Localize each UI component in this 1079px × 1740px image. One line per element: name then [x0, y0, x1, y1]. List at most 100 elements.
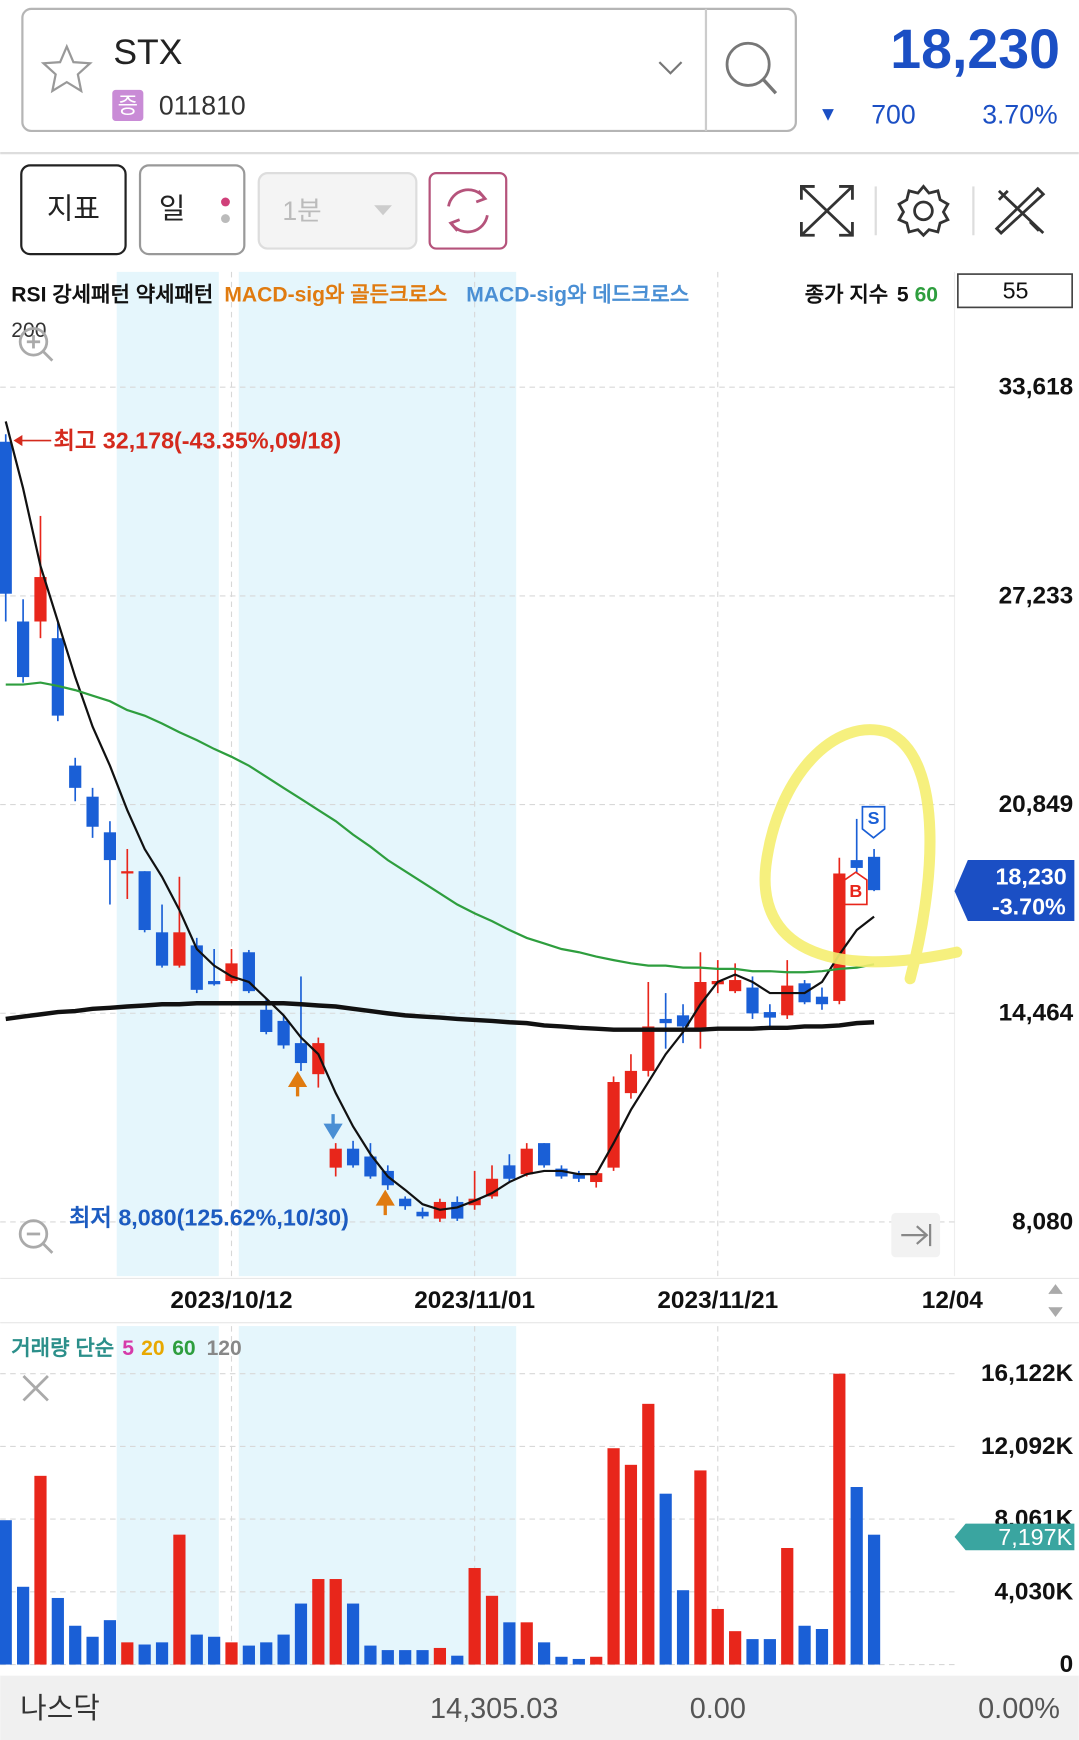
volume-bar — [416, 1650, 429, 1665]
volume-title: 거래량 단순 — [11, 1336, 114, 1360]
interval-caret — [374, 205, 392, 216]
current-price: 18,230 — [995, 864, 1066, 890]
volume-bar — [173, 1534, 186, 1665]
volume-bar — [451, 1655, 464, 1665]
volume-bar — [138, 1644, 151, 1665]
tools-icon[interactable] — [994, 186, 1046, 235]
volume-bar — [121, 1642, 134, 1665]
candle-body — [103, 832, 117, 861]
candle-body — [642, 1026, 655, 1071]
legend-item: 60 — [172, 1337, 195, 1360]
expand-icon[interactable] — [800, 185, 854, 237]
zoom-out[interactable] — [18, 1219, 54, 1254]
symbol: STX — [113, 32, 182, 72]
candle-body — [850, 860, 863, 868]
volume-bar — [155, 1642, 169, 1665]
x-end-label: 12/04 — [922, 1287, 984, 1314]
volume-bar — [833, 1373, 846, 1665]
volume-bar — [69, 1625, 82, 1665]
scroll-toggle[interactable] — [1048, 1284, 1063, 1318]
volume-bar — [867, 1534, 881, 1665]
candle-body — [520, 1148, 533, 1175]
candle-body — [312, 1043, 325, 1075]
candle-body — [572, 1174, 585, 1179]
period-label: 일 — [159, 194, 186, 226]
zoom-in[interactable] — [18, 327, 54, 362]
favorite-star[interactable] — [40, 43, 93, 94]
volume-bar — [242, 1645, 255, 1665]
shade — [116, 271, 219, 1277]
volume-bar — [0, 1520, 12, 1665]
candle-body — [833, 873, 846, 1001]
close-volume[interactable] — [22, 1375, 49, 1402]
volume-bar — [694, 1470, 707, 1665]
candle-body — [69, 765, 82, 788]
volume-last-tag — [954, 1523, 1075, 1551]
shade — [238, 271, 517, 1277]
volume-bar — [555, 1656, 568, 1665]
period-button[interactable] — [138, 164, 246, 256]
candle-body — [0, 441, 12, 594]
candle-body — [815, 996, 829, 1005]
volume-bar — [34, 1475, 47, 1665]
legend-item: MACD-sig와 데드크로스 — [466, 283, 689, 307]
date-axis — [0, 1278, 1079, 1323]
x-tick-label: 2023/11/01 — [414, 1287, 535, 1314]
change-arrow: ▼ — [818, 103, 838, 125]
x-tick-label: 2023/11/21 — [657, 1287, 778, 1314]
volume-bar — [433, 1647, 447, 1665]
candle-body — [190, 945, 203, 990]
volume-bar — [225, 1642, 238, 1665]
sell-marker — [861, 805, 886, 839]
change-pct: 3.70% — [982, 99, 1057, 129]
dropdown[interactable] — [658, 61, 683, 75]
candle-body — [659, 1018, 672, 1024]
volume-bar — [746, 1639, 759, 1665]
volume-bar — [312, 1579, 325, 1665]
golden-cross-marker — [287, 1070, 308, 1097]
candle-body — [867, 856, 881, 891]
volume-bar — [260, 1642, 273, 1665]
x-tick-label: 2023/10/12 — [170, 1287, 292, 1314]
volume-bar — [208, 1636, 221, 1665]
candle-body — [364, 1156, 377, 1177]
volume-bar — [346, 1603, 360, 1665]
refresh-arrows — [448, 189, 488, 232]
candle-body — [729, 980, 742, 992]
y-tick-label: 12,092K — [981, 1433, 1074, 1460]
search-box[interactable] — [21, 7, 797, 133]
volume-bar — [781, 1547, 794, 1665]
indicator-button[interactable] — [20, 164, 127, 256]
moving-average — [4, 421, 875, 1211]
candle-body — [781, 985, 794, 1016]
candle-body — [607, 1082, 620, 1168]
volume-bar — [364, 1645, 377, 1665]
y-tick-label: 8,080 — [1012, 1208, 1073, 1235]
interval-button[interactable] — [257, 172, 418, 250]
search-icon[interactable] — [725, 41, 771, 87]
index-value: 14,305.03 — [430, 1693, 558, 1725]
y-tick-label: 33,618 — [999, 374, 1074, 401]
candle-body — [277, 1020, 290, 1046]
volume-bar — [624, 1464, 638, 1665]
period-input[interactable] — [957, 273, 1073, 309]
refresh-button[interactable] — [428, 172, 508, 250]
index-change: 0.00 — [690, 1693, 746, 1725]
index-change-pct: 0.00% — [978, 1693, 1060, 1725]
go-latest-icon — [901, 1223, 932, 1247]
candle-body — [763, 1012, 776, 1018]
candle-body — [17, 621, 30, 678]
volume-bar — [850, 1487, 863, 1665]
settings-icon[interactable] — [897, 184, 950, 238]
legend-item: 60 — [915, 284, 938, 307]
volume-bar — [277, 1634, 290, 1665]
change: 700 — [871, 99, 915, 129]
candle-body — [676, 1015, 690, 1027]
period-input-value: 55 — [1003, 278, 1029, 304]
volume-bar — [729, 1631, 742, 1665]
candle-body — [555, 1168, 568, 1177]
dot — [221, 214, 230, 224]
candle-body — [329, 1148, 342, 1168]
legend-item: 20 — [141, 1337, 164, 1360]
